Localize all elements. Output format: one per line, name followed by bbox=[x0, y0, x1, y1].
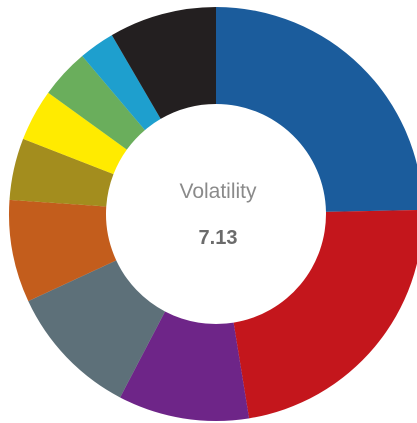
center-title: Volatility bbox=[179, 180, 257, 203]
center-value: 7.13 bbox=[198, 227, 238, 249]
donut-slice-8 bbox=[48, 56, 145, 150]
donut-slice-9 bbox=[82, 35, 161, 131]
donut-slices bbox=[8, 7, 417, 422]
donut-slice-2 bbox=[233, 210, 417, 419]
donut-slice-1 bbox=[216, 7, 417, 212]
donut-slice-10 bbox=[111, 7, 216, 119]
donut-slice-7 bbox=[23, 92, 127, 175]
donut-slice-3 bbox=[120, 311, 250, 422]
donut-slice-5 bbox=[8, 199, 117, 302]
donut-slice-6 bbox=[9, 138, 114, 207]
donut-slice-4 bbox=[28, 260, 166, 398]
